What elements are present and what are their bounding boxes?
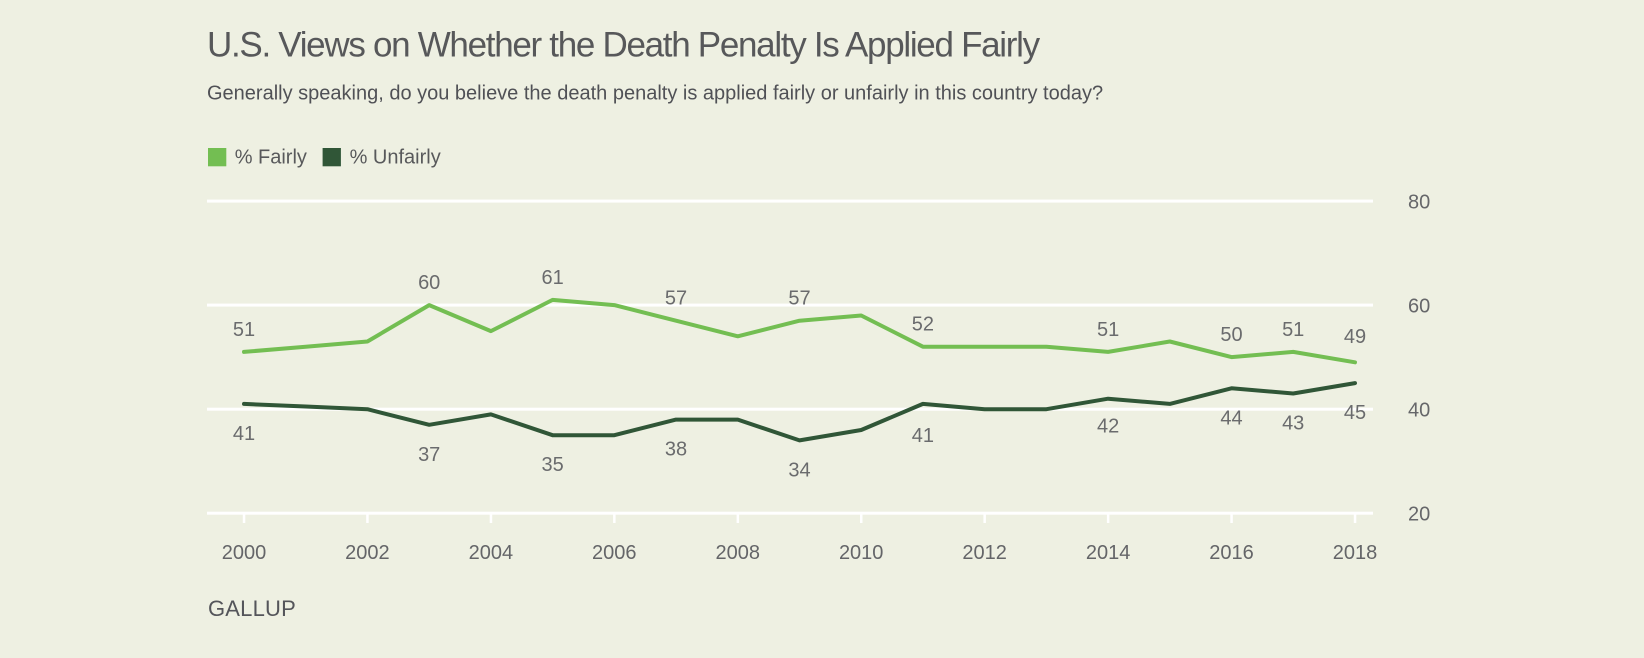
svg-text:2006: 2006 [592,542,637,564]
svg-text:U.S. Views on Whether the Deat: U.S. Views on Whether the Death Penalty … [207,26,1041,65]
svg-text:57: 57 [665,288,687,310]
svg-text:2018: 2018 [1333,542,1378,564]
svg-text:20: 20 [1408,503,1430,525]
svg-text:41: 41 [233,423,255,445]
svg-text:61: 61 [541,267,563,289]
svg-text:% Unfairly: % Unfairly [350,147,441,169]
svg-text:60: 60 [418,272,440,294]
svg-text:2000: 2000 [222,542,267,564]
svg-text:2002: 2002 [345,542,390,564]
svg-text:45: 45 [1344,402,1366,424]
svg-text:34: 34 [788,459,810,481]
svg-text:80: 80 [1408,191,1430,213]
svg-text:44: 44 [1220,407,1242,429]
svg-text:51: 51 [1097,319,1119,341]
svg-text:52: 52 [912,314,934,336]
svg-text:2016: 2016 [1209,542,1254,564]
svg-text:38: 38 [665,439,687,461]
svg-text:37: 37 [418,444,440,466]
svg-text:51: 51 [233,319,255,341]
svg-text:Generally speaking, do you bel: Generally speaking, do you believe the d… [207,82,1103,104]
svg-text:2014: 2014 [1086,542,1131,564]
svg-text:49: 49 [1344,326,1366,348]
svg-text:2008: 2008 [716,542,761,564]
svg-text:35: 35 [541,454,563,476]
svg-text:2010: 2010 [839,542,884,564]
svg-text:57: 57 [788,288,810,310]
svg-text:GALLUP: GALLUP [208,596,296,621]
svg-text:2004: 2004 [469,542,514,564]
svg-text:60: 60 [1408,295,1430,317]
svg-text:42: 42 [1097,416,1119,438]
svg-text:40: 40 [1408,399,1430,421]
svg-text:50: 50 [1220,324,1242,346]
svg-text:51: 51 [1282,319,1304,341]
svg-text:43: 43 [1282,413,1304,435]
svg-text:% Fairly: % Fairly [235,147,307,169]
svg-text:2012: 2012 [962,542,1007,564]
svg-text:41: 41 [912,425,934,447]
